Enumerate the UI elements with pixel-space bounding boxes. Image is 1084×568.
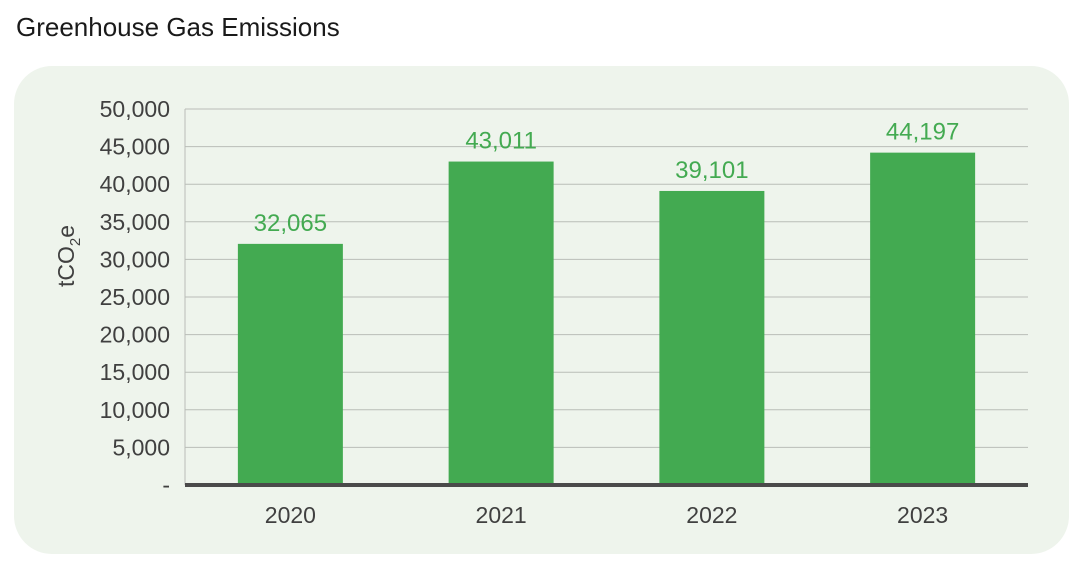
- y-axis-title-sub: 2: [67, 238, 84, 246]
- y-tick-label: 35,000: [100, 209, 170, 235]
- y-tick-label: -: [162, 472, 170, 498]
- y-tick-label: 10,000: [100, 397, 170, 423]
- y-tick-label: 5,000: [112, 434, 170, 460]
- y-tick-label: 40,000: [100, 171, 170, 197]
- x-tick-label: 2020: [265, 502, 316, 528]
- x-tick-label: 2023: [897, 502, 948, 528]
- page-title: Greenhouse Gas Emissions: [16, 12, 340, 42]
- x-tick-label: 2021: [476, 502, 527, 528]
- data-label: 39,101: [675, 157, 748, 184]
- y-axis-title-end: e: [53, 225, 79, 238]
- x-tick-label: 2022: [686, 502, 737, 528]
- data-label: 44,197: [886, 119, 959, 146]
- data-label: 32,065: [254, 210, 327, 237]
- bar: [870, 152, 976, 486]
- bar: [659, 190, 765, 485]
- data-label: 43,011: [465, 128, 537, 155]
- y-tick-label: 45,000: [100, 134, 170, 160]
- y-tick-label: 30,000: [100, 246, 170, 272]
- y-tick-label: 15,000: [100, 359, 170, 385]
- bar: [448, 161, 554, 485]
- y-tick-label: 25,000: [100, 284, 170, 310]
- y-tick-label: 20,000: [100, 322, 170, 348]
- y-axis-title-main: tCO: [53, 246, 79, 287]
- y-tick-label: 50,000: [100, 96, 170, 122]
- bar: [237, 243, 343, 485]
- y-axis-title: tCO2e: [53, 225, 84, 287]
